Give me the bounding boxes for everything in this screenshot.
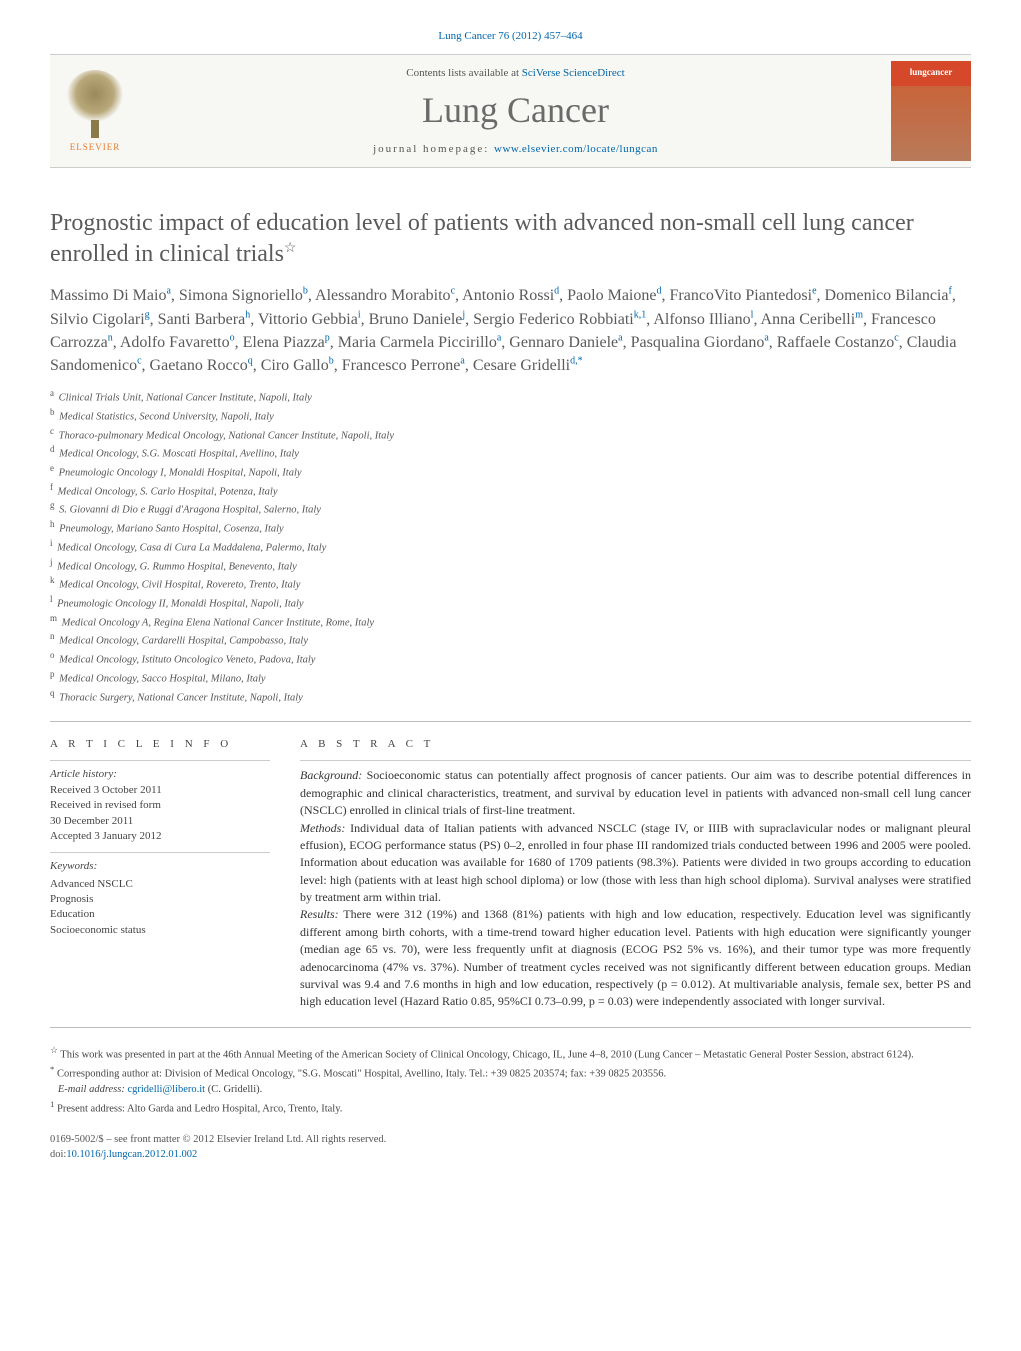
affiliation-item: q Thoracic Surgery, National Cancer Inst… (50, 687, 971, 706)
journal-title: Lung Cancer (140, 89, 891, 131)
doi-link[interactable]: 10.1016/j.lungcan.2012.01.002 (66, 1149, 197, 1160)
affiliation-item: l Pneumologic Oncology II, Monaldi Hospi… (50, 593, 971, 612)
header-center: Contents lists available at SciVerse Sci… (140, 67, 891, 155)
homepage-prefix: journal homepage: (373, 143, 494, 155)
affiliations-list: a Clinical Trials Unit, National Cancer … (50, 387, 971, 705)
abstract-results-label: Results: (300, 907, 339, 921)
article-title-text: Prognostic impact of education level of … (50, 210, 914, 267)
info-rule-2 (50, 852, 270, 853)
section-divider-top (50, 721, 971, 722)
elsevier-tree-icon (65, 70, 125, 130)
abstract-background-label: Background: (300, 768, 362, 782)
affiliation-item: n Medical Oncology, Cardarelli Hospital,… (50, 630, 971, 649)
affiliation-item: k Medical Oncology, Civil Hospital, Rove… (50, 574, 971, 593)
journal-homepage-link[interactable]: www.elsevier.com/locate/lungcan (494, 143, 658, 155)
journal-reference: Lung Cancer 76 (2012) 457–464 (50, 30, 971, 42)
article-info-column: A R T I C L E I N F O Article history: R… (50, 738, 270, 1010)
abstract-body: Background: Socioeconomic status can pot… (300, 767, 971, 1010)
history-revised-line2: 30 December 2011 (50, 814, 270, 829)
article-info-heading: A R T I C L E I N F O (50, 738, 270, 750)
issn-copyright-line: 0169-5002/$ – see front matter © 2012 El… (50, 1133, 971, 1148)
keyword-item: Advanced NSCLC (50, 877, 270, 892)
bottom-meta: 0169-5002/$ – see front matter © 2012 El… (50, 1133, 971, 1162)
footnote-email-line: E-mail address: cgridelli@libero.it (C. … (50, 1082, 971, 1098)
abstract-background-text: Socioeconomic status can potentially aff… (300, 768, 971, 817)
elsevier-logo: ELSEVIER (50, 61, 140, 161)
abstract-column: A B S T R A C T Background: Socioeconomi… (300, 738, 971, 1010)
footnote-star: ☆ This work was presented in part at the… (50, 1044, 971, 1063)
affiliation-item: f Medical Oncology, S. Carlo Hospital, P… (50, 481, 971, 500)
keywords-block: Keywords: Advanced NSCLCPrognosisEducati… (50, 859, 270, 938)
email-label: E-mail address: (58, 1084, 128, 1095)
affiliation-item: h Pneumology, Mariano Santo Hospital, Co… (50, 518, 971, 537)
abstract-results-text: There were 312 (19%) and 1368 (81%) pati… (300, 907, 971, 1008)
journal-header-band: ELSEVIER Contents lists available at Sci… (50, 54, 971, 168)
abstract-rule (300, 760, 971, 761)
affiliation-item: b Medical Statistics, Second University,… (50, 406, 971, 425)
abstract-heading: A B S T R A C T (300, 738, 971, 750)
affiliation-item: g S. Giovanni di Dio e Ruggi d'Aragona H… (50, 499, 971, 518)
doi-line: doi:10.1016/j.lungcan.2012.01.002 (50, 1148, 971, 1163)
sciencedirect-link[interactable]: SciVerse ScienceDirect (522, 67, 625, 79)
footnotes-block: ☆ This work was presented in part at the… (50, 1044, 971, 1118)
elsevier-label: ELSEVIER (70, 142, 121, 152)
footnote-present-text: Present address: Alto Garda and Ledro Ho… (54, 1104, 342, 1115)
abstract-methods-text: Individual data of Italian patients with… (300, 821, 971, 905)
affiliation-item: p Medical Oncology, Sacco Hospital, Mila… (50, 668, 971, 687)
history-received: Received 3 October 2011 (50, 783, 270, 798)
footnote-star-text: This work was presented in part at the 4… (58, 1049, 914, 1060)
history-label: Article history: (50, 767, 270, 782)
affiliation-item: c Thoraco-pulmonary Medical Oncology, Na… (50, 425, 971, 444)
contents-prefix: Contents lists available at (406, 67, 521, 79)
article-history-block: Article history: Received 3 October 2011… (50, 767, 270, 844)
section-divider-bottom (50, 1027, 971, 1028)
info-abstract-row: A R T I C L E I N F O Article history: R… (50, 738, 971, 1010)
keyword-item: Education (50, 907, 270, 922)
abstract-methods-label: Methods: (300, 821, 345, 835)
corresponding-email-link[interactable]: cgridelli@libero.it (127, 1084, 205, 1095)
footnote-present-address: 1 Present address: Alto Garda and Ledro … (50, 1098, 971, 1117)
journal-homepage-line: journal homepage: www.elsevier.com/locat… (140, 143, 891, 155)
email-suffix: (C. Gridelli). (205, 1084, 262, 1095)
affiliation-item: i Medical Oncology, Casa di Cura La Madd… (50, 537, 971, 556)
affiliation-item: e Pneumologic Oncology I, Monaldi Hospit… (50, 462, 971, 481)
history-accepted: Accepted 3 January 2012 (50, 829, 270, 844)
history-revised-line1: Received in revised form (50, 798, 270, 813)
journal-cover-thumbnail (891, 61, 971, 161)
affiliation-item: d Medical Oncology, S.G. Moscati Hospita… (50, 443, 971, 462)
contents-available-line: Contents lists available at SciVerse Sci… (140, 67, 891, 79)
author-list: Massimo Di Maioa, Simona Signoriellob, A… (50, 284, 971, 377)
title-footnote-star: ☆ (284, 241, 297, 256)
footnote-corresponding: * Corresponding author at: Division of M… (50, 1063, 971, 1082)
article-title: Prognostic impact of education level of … (50, 208, 971, 270)
footnote-corr-text: Corresponding author at: Division of Med… (54, 1069, 666, 1080)
affiliation-item: a Clinical Trials Unit, National Cancer … (50, 387, 971, 406)
info-rule-1 (50, 760, 270, 761)
affiliation-item: j Medical Oncology, G. Rummo Hospital, B… (50, 556, 971, 575)
footnote-star-symbol: ☆ (50, 1045, 58, 1055)
keywords-label: Keywords: (50, 859, 270, 874)
keyword-item: Socioeconomic status (50, 923, 270, 938)
affiliation-item: m Medical Oncology A, Regina Elena Natio… (50, 612, 971, 631)
doi-label: doi: (50, 1149, 66, 1160)
affiliation-item: o Medical Oncology, Istituto Oncologico … (50, 649, 971, 668)
keyword-item: Prognosis (50, 892, 270, 907)
